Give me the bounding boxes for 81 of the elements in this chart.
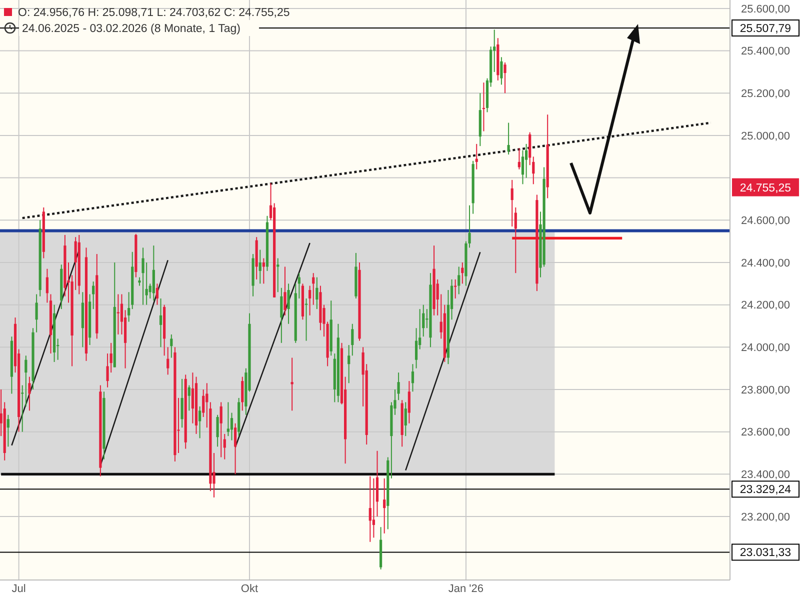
y-tick-label: 25.200,00 [741,88,790,100]
candlestick [500,56,503,86]
candlestick [230,412,234,441]
candlestick [35,294,38,333]
y-tick-label: 25.000,00 [741,130,790,142]
text: O: 24.956,76 H: 25.098,71 L: 24.703,62 C: 24.755,25 [18,7,290,19]
ref-line-label: 25.507,79 [740,23,792,36]
candlestick [372,478,375,538]
candlestick [510,179,514,227]
text: 24.06.2025 - 03.02.2026 (8 Monate, 1 Tag) [22,23,241,35]
candlestick [21,384,24,432]
candlestick [475,143,478,170]
candlestick [159,298,162,348]
ref-line-label: 23.329,24 [740,484,792,496]
candlestick [518,148,520,170]
candlestick [408,380,410,424]
candlestick [284,266,286,316]
candlestick [368,476,372,542]
candlestick [226,402,230,437]
candlestick [312,272,315,306]
candlestick [348,344,350,384]
y-tick-label: 24.400,00 [741,257,790,270]
candlestick [276,258,280,293]
candlestick [6,414,10,448]
y-tick-label: 24.000,00 [741,342,790,354]
text: 24.755,25 [740,182,792,194]
candlestick [504,62,506,94]
candlestick [92,281,95,310]
candlestick [411,364,414,392]
candlestick [152,245,155,302]
candlestick [28,376,31,412]
candlestick [180,378,184,428]
x-tick-label: Jul [12,583,26,595]
candlestick [461,262,464,284]
y-tick-label: 25.600,00 [741,3,790,16]
candlestick [458,266,460,295]
candlestick [202,388,205,418]
candlestick [308,285,312,316]
candlestick [524,143,528,178]
candlestick [142,247,144,306]
candlestick [316,276,318,310]
candlestick [521,150,524,185]
candlestick [383,478,386,534]
ref-line-label: 23.031,33 [740,547,792,560]
candlestick [404,402,407,437]
candlestick [454,278,457,299]
y-tick-label: 23.800,00 [741,384,790,396]
y-tick-label: 23.200,00 [741,511,790,524]
candlestick [234,422,237,475]
candlestick [223,433,226,460]
candlestick [46,268,48,304]
candlestick [116,294,120,335]
candlestick [216,414,219,448]
candlestick [191,372,194,424]
candlestick [287,283,290,324]
y-tick-label: 23.400,00 [741,469,790,482]
y-tick-label: 24.600,00 [741,214,790,227]
candlestick [166,346,170,376]
x-tick-label: Okt [240,583,258,595]
candlestick [280,287,283,344]
candlestick [507,122,510,156]
y-tick-label: 25.400,00 [741,46,790,58]
candlestick [258,249,262,284]
candlestick [290,357,294,412]
candlestick [351,323,354,356]
candlestick [198,406,202,439]
candlestick [156,283,159,306]
candlestick [188,384,190,412]
candlestick [262,258,265,284]
candlestick [170,334,173,358]
y-tick-label: 23.600,00 [741,426,790,439]
candlestick [482,82,486,132]
candlestick [414,328,418,369]
x-tick-label: Jan '26 [448,583,484,595]
candlestick [24,355,28,407]
candlestick [220,402,222,458]
candlestick [304,298,308,342]
y-tick-label: 24.200,00 [741,300,790,312]
candlestick [145,262,148,306]
candlestick [241,376,244,412]
candlestick [514,206,517,274]
